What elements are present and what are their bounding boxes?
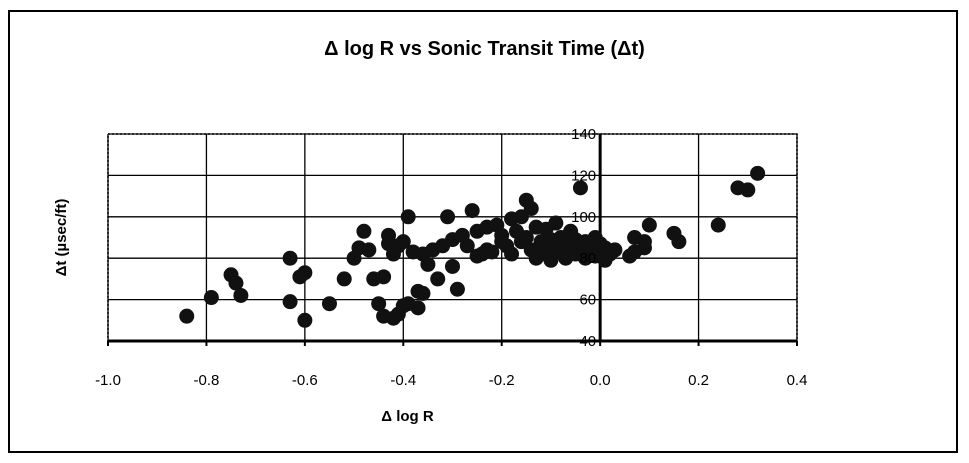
data-point bbox=[445, 258, 460, 274]
data-point bbox=[449, 281, 465, 297]
data-point bbox=[376, 269, 392, 285]
data-point bbox=[356, 223, 372, 239]
data-point bbox=[543, 252, 559, 268]
y-tick-label: 40 bbox=[579, 333, 596, 350]
data-point bbox=[282, 250, 298, 266]
data-point bbox=[228, 275, 244, 291]
data-point bbox=[750, 165, 766, 181]
data-point bbox=[420, 256, 436, 272]
x-tick-label: -0.2 bbox=[489, 372, 515, 389]
data-point bbox=[395, 234, 411, 250]
x-tick-label: 0.2 bbox=[688, 372, 709, 389]
data-point bbox=[400, 209, 416, 225]
data-point bbox=[415, 285, 431, 301]
data-point bbox=[321, 296, 337, 312]
data-point bbox=[297, 312, 313, 328]
data-point bbox=[484, 244, 500, 260]
x-tick-label: -0.6 bbox=[292, 372, 318, 389]
data-point bbox=[548, 215, 564, 231]
data-point bbox=[336, 271, 352, 287]
y-tick-label: 100 bbox=[571, 209, 596, 226]
data-point bbox=[179, 308, 195, 324]
y-tick-labels: 40 60 80 100 120 140 bbox=[571, 126, 596, 350]
y-tick-label: 140 bbox=[571, 126, 596, 143]
x-tick-label: -0.4 bbox=[390, 372, 416, 389]
data-point bbox=[607, 242, 623, 258]
data-point bbox=[371, 296, 387, 312]
data-point bbox=[641, 217, 657, 233]
data-point bbox=[233, 287, 249, 303]
data-points bbox=[179, 165, 766, 328]
data-point bbox=[572, 180, 588, 196]
x-tick-label: -1.0 bbox=[95, 372, 121, 389]
data-point bbox=[504, 246, 520, 262]
data-point bbox=[440, 209, 456, 225]
data-point bbox=[459, 238, 475, 254]
data-point bbox=[710, 217, 726, 233]
data-point bbox=[297, 265, 313, 281]
y-tick-label: 80 bbox=[579, 250, 596, 267]
x-tick-label: 0.0 bbox=[590, 372, 611, 389]
data-point bbox=[282, 294, 298, 310]
data-point bbox=[518, 230, 534, 245]
data-point bbox=[361, 242, 377, 258]
y-axis-label: Δt (µsec/ft) bbox=[53, 199, 70, 277]
x-tick-label: -0.8 bbox=[193, 372, 219, 389]
data-point bbox=[523, 201, 539, 217]
data-point bbox=[203, 290, 219, 306]
y-tick-label: 120 bbox=[571, 167, 596, 184]
data-point bbox=[464, 203, 480, 219]
data-point bbox=[513, 209, 529, 225]
data-point bbox=[740, 182, 756, 198]
data-point bbox=[671, 234, 687, 250]
data-point bbox=[636, 234, 652, 250]
x-tick-labels: -1.0 -0.8 -0.6 -0.4 -0.2 0.0 0.2 0.4 bbox=[95, 372, 807, 389]
y-tick-label: 60 bbox=[579, 292, 596, 309]
data-point bbox=[430, 271, 446, 287]
data-point bbox=[410, 300, 426, 316]
chart-title: Δ log R vs Sonic Transit Time (Δt) bbox=[324, 38, 645, 60]
x-tick-label: 0.4 bbox=[787, 372, 808, 389]
x-axis-label: Δ log R bbox=[381, 408, 434, 425]
